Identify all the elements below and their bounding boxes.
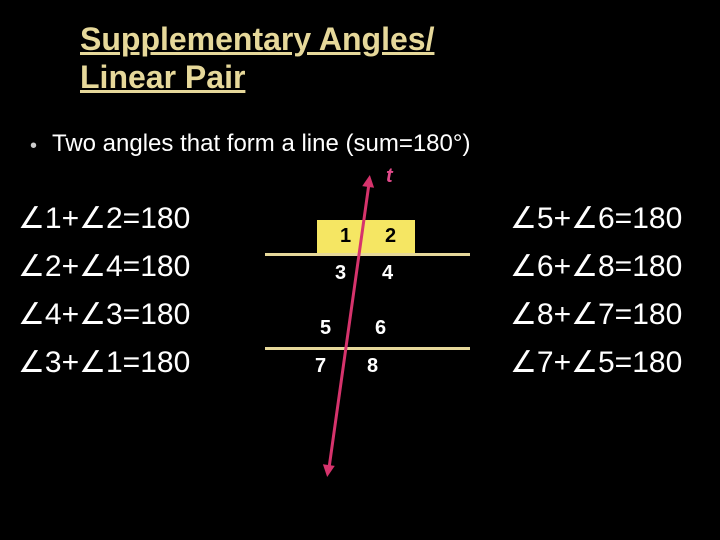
transversal-diagram: t 1 2 3 4 5 6 7 8	[260, 165, 480, 505]
title-line-2: Linear Pair	[80, 59, 245, 95]
eq-right-1: ∠5+∠6=180	[510, 195, 682, 243]
t-label: t	[386, 165, 393, 188]
arrow-top-icon	[362, 174, 376, 188]
angle-label-7: 7	[315, 355, 326, 378]
angle-label-1: 1	[340, 225, 351, 248]
eq-right-2: ∠6+∠8=180	[510, 243, 682, 291]
bullet-marker: •	[30, 135, 37, 158]
slide-title: Supplementary Angles/ Linear Pair	[80, 20, 434, 97]
angle-label-3: 3	[335, 262, 346, 285]
eq-left-4: ∠3+∠1=180	[18, 339, 190, 387]
left-equations: ∠1+∠2=180 ∠2+∠4=180 ∠4+∠3=180 ∠3+∠1=180	[18, 195, 190, 387]
angle-label-6: 6	[375, 317, 386, 340]
angle-label-8: 8	[367, 355, 378, 378]
eq-left-2: ∠2+∠4=180	[18, 243, 190, 291]
right-equations: ∠5+∠6=180 ∠6+∠8=180 ∠8+∠7=180 ∠7+∠5=180	[510, 195, 682, 387]
arrow-bottom-icon	[321, 464, 335, 478]
highlight-box	[317, 220, 415, 255]
eq-right-4: ∠7+∠5=180	[510, 339, 682, 387]
angle-label-2: 2	[385, 225, 396, 248]
angle-label-4: 4	[382, 262, 393, 285]
eq-left-3: ∠4+∠3=180	[18, 291, 190, 339]
subtitle-text: Two angles that form a line (sum=180°)	[52, 130, 470, 158]
title-line-1: Supplementary Angles/	[80, 21, 434, 57]
eq-right-3: ∠8+∠7=180	[510, 291, 682, 339]
angle-label-5: 5	[320, 317, 331, 340]
parallel-line-1	[265, 253, 470, 256]
eq-left-1: ∠1+∠2=180	[18, 195, 190, 243]
parallel-line-2	[265, 347, 470, 350]
